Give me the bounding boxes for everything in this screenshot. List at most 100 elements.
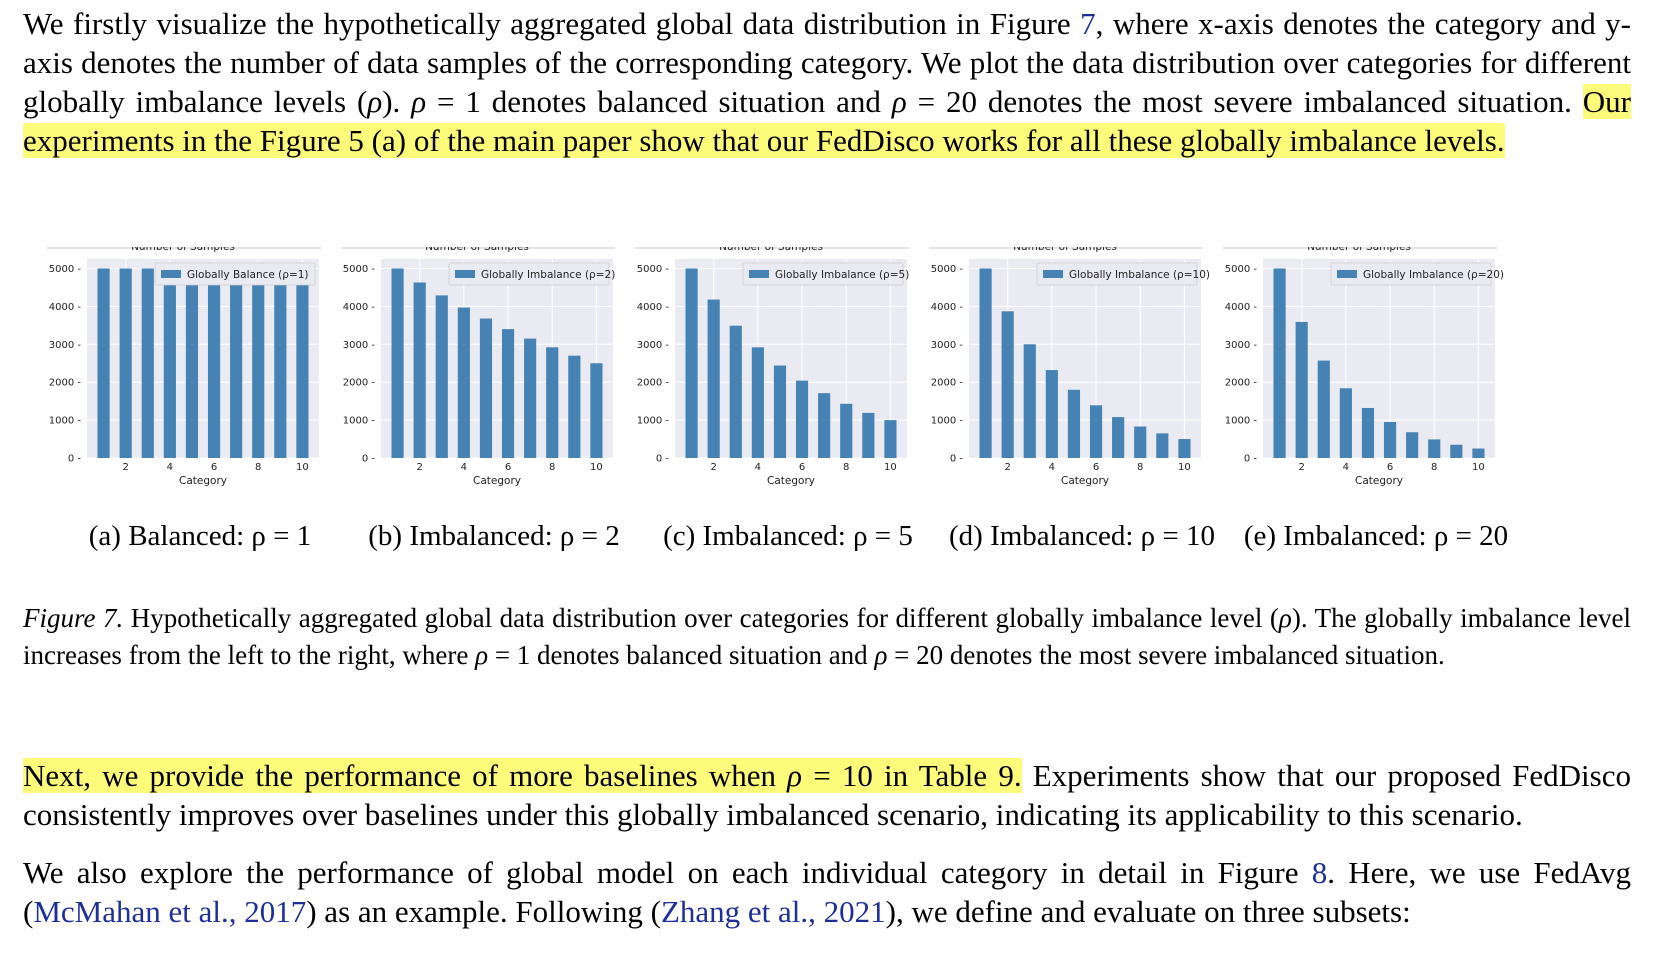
bar	[479, 318, 493, 458]
x-tick-label: 6	[799, 462, 805, 473]
p3-highlight-a: Next, we provide the performance of more…	[23, 758, 788, 793]
bar-chart-b: 0 - 1000 - 2000 - 3000 - 4000 - 5000 - 2 4 6 8 10 N…	[341, 247, 615, 487]
bar	[862, 412, 875, 458]
legend-box	[154, 262, 316, 286]
rho-symbol: ρ	[367, 84, 383, 119]
legend-swatch	[1043, 270, 1063, 278]
caption-text-a: Hypothetically aggregated global data di…	[123, 603, 1279, 633]
legend-label: Globally Balance (ρ=1)	[187, 269, 309, 281]
legend-swatch	[455, 270, 475, 278]
figure-8-link[interactable]: 8	[1311, 855, 1328, 890]
legend-label: Globally Imbalance (ρ=20)	[1363, 269, 1504, 281]
x-axis-label: Category	[767, 475, 815, 487]
bar-chart-e: 0 - 1000 - 2000 - 3000 - 4000 - 5000 - 2 4 6 8 10 N…	[1223, 247, 1504, 487]
x-tick-label: 4	[167, 462, 173, 473]
bar	[1273, 268, 1286, 458]
x-tick-label: 2	[1004, 462, 1010, 473]
citation-mcmahan-link[interactable]: McMahan et al., 2017	[33, 894, 306, 929]
bar	[1450, 444, 1463, 458]
bar	[1472, 448, 1485, 458]
bar	[568, 355, 581, 458]
bar	[1406, 432, 1419, 458]
bar	[1045, 370, 1058, 458]
y-tick-label: 1000 -	[931, 416, 964, 427]
x-tick-label: 2	[416, 462, 422, 473]
bar	[141, 268, 154, 458]
bar	[1001, 311, 1014, 458]
legend-swatch	[1337, 270, 1357, 278]
rho-symbol: ρ	[1278, 603, 1292, 633]
y-tick-label: 5000 -	[931, 264, 964, 275]
chart-title: Number of Samples	[1013, 247, 1117, 253]
x-axis-label: Category	[1061, 475, 1109, 487]
bar	[119, 268, 132, 458]
chart-panel-b: 0 - 1000 - 2000 - 3000 - 4000 - 5000 - 2 4 6 8 10 N…	[339, 247, 649, 552]
bar	[274, 268, 287, 458]
rho-symbol: ρ	[787, 758, 803, 793]
intro-paragraph: We firstly visualize the hypothetically …	[23, 4, 1631, 160]
bar	[773, 365, 787, 458]
caption-text-d: = 20 denotes the most severe imbalanced …	[887, 640, 1445, 670]
bar	[252, 268, 265, 458]
y-tick-label: 3000 -	[637, 340, 670, 351]
bar	[185, 268, 199, 458]
y-tick-label: 4000 -	[49, 302, 82, 313]
y-tick-label: 4000 -	[637, 302, 670, 313]
bar	[1428, 439, 1441, 458]
legend-swatch	[161, 270, 181, 278]
p1-text-e: = 20 denotes the most severe imbalanced …	[906, 84, 1583, 119]
citation-zhang-link[interactable]: Zhang et al., 2021	[661, 894, 886, 929]
chart-panel-e: 0 - 1000 - 2000 - 3000 - 4000 - 5000 - 2 4 6 8 10 N…	[1221, 247, 1531, 552]
legend-label: Globally Imbalance (ρ=10)	[1069, 269, 1210, 281]
bar	[1317, 360, 1330, 458]
y-tick-label: 1000 -	[637, 416, 670, 427]
y-tick-label: 5000 -	[343, 264, 376, 275]
x-tick-label: 8	[549, 462, 555, 473]
bar	[501, 329, 515, 458]
caption-text-b: ). The globally imbalance level increase…	[23, 603, 1632, 670]
bar	[391, 268, 404, 458]
p4-text-d: ), we define and evaluate on three subse…	[885, 894, 1411, 929]
legend-label: Globally Imbalance (ρ=2)	[481, 269, 615, 281]
chart-panel-d: 0 - 1000 - 2000 - 3000 - 4000 - 5000 - 2 4 6 8 10 N…	[927, 247, 1237, 552]
y-tick-label: 1000 -	[49, 416, 82, 427]
bar	[1383, 421, 1397, 458]
p1-text-c: ).	[382, 84, 412, 119]
x-tick-label: 8	[843, 462, 849, 473]
bar	[230, 268, 243, 458]
y-tick-label: 0 -	[68, 454, 82, 465]
subcaption-a: (a) Balanced: ρ = 1	[88, 520, 312, 552]
p3-highlight-b: = 10 in Table 9.	[802, 758, 1022, 793]
bar	[818, 393, 831, 458]
bar	[1156, 433, 1169, 458]
bar-chart-c: 0 - 1000 - 2000 - 3000 - 4000 - 5000 - 2 4 6 8 10 N…	[635, 247, 909, 487]
y-tick-label: 3000 -	[1225, 340, 1258, 351]
y-tick-label: 2000 -	[343, 378, 376, 389]
y-tick-label: 3000 -	[343, 340, 376, 351]
cite2-name: Zhang et al.,	[660, 894, 824, 929]
subcaption-c: (c) Imbalanced: ρ = 5	[663, 520, 913, 552]
x-tick-label: 10	[296, 462, 309, 473]
bar	[685, 268, 698, 458]
figure-7-link[interactable]: 7	[1080, 6, 1096, 41]
bar	[795, 380, 809, 458]
x-tick-label: 4	[1343, 462, 1349, 473]
x-tick-label: 6	[1387, 462, 1393, 473]
bar	[1134, 426, 1147, 458]
caption-text-c: = 1 denotes balanced situation and	[488, 640, 875, 670]
cite2-year: 2021	[823, 894, 886, 929]
per-category-paragraph: We also explore the performance of globa…	[23, 853, 1631, 931]
rho-symbol: ρ	[411, 84, 427, 119]
p3-highlight: Next, we provide the performance of more…	[23, 758, 1022, 793]
y-tick-label: 5000 -	[49, 264, 82, 275]
p1-text-b: , where x-axis denotes the category and …	[23, 6, 1631, 119]
y-tick-label: 2000 -	[1225, 378, 1258, 389]
bar	[413, 282, 426, 458]
subcaption-b: (b) Imbalanced: ρ = 2	[368, 520, 620, 552]
bar	[979, 268, 992, 458]
chart-panel-a: 0 - 1000 - 2000 - 3000 - 4000 - 5000 - 2 4 6 8 10 N…	[45, 247, 355, 552]
caption-label: Figure 7.	[23, 603, 124, 633]
bar	[1067, 389, 1081, 458]
x-tick-label: 2	[1298, 462, 1304, 473]
x-tick-label: 4	[1049, 462, 1055, 473]
